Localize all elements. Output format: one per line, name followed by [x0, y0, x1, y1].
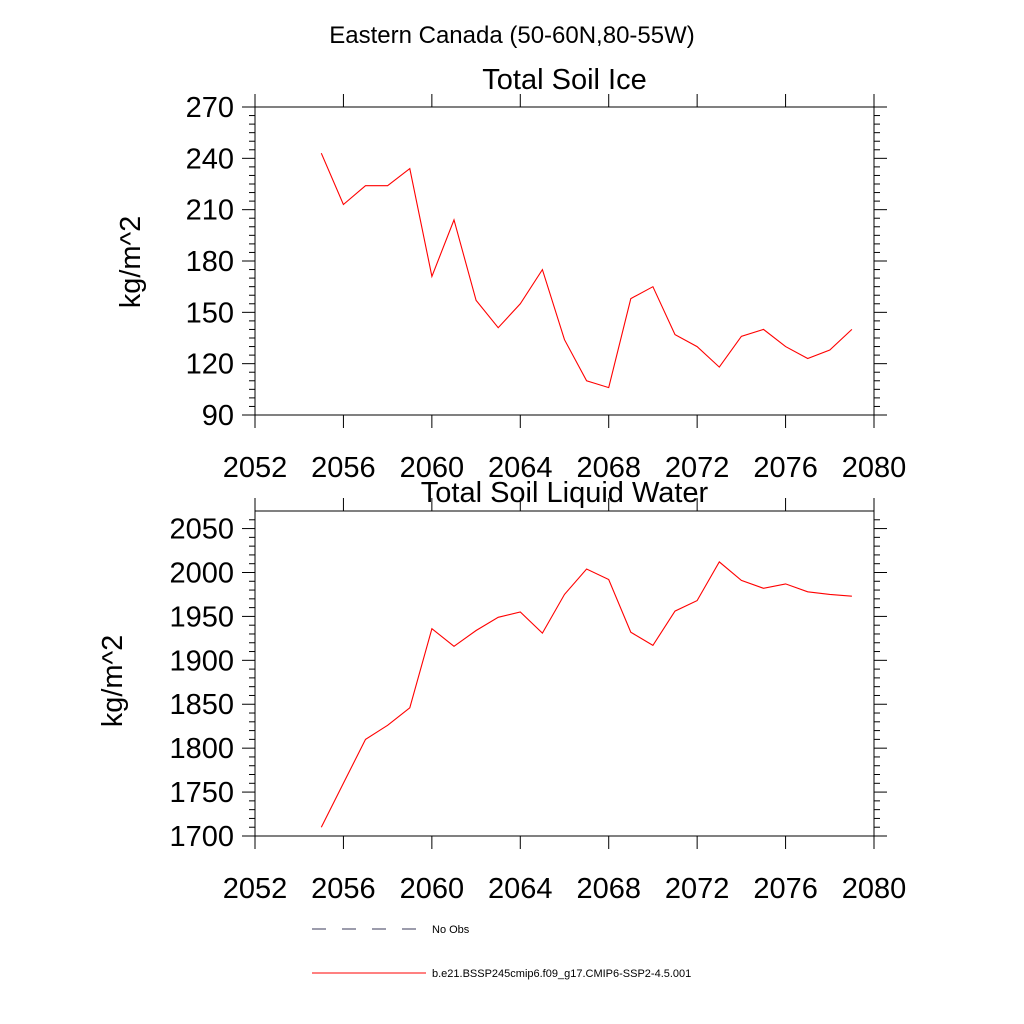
panel-title: Total Soil Liquid Water [421, 477, 709, 509]
x-tick-label: 2056 [311, 452, 376, 484]
legend: No Obs b.e21.BSSP245cmip6.f09_g17.CMIP6-… [312, 924, 691, 980]
y-tick-label: 1800 [169, 733, 234, 765]
y-tick-label: 2050 [169, 514, 234, 546]
y-tick-label: 1850 [169, 689, 234, 721]
y-tick-label: 2000 [169, 557, 234, 589]
x-tick-label: 2060 [400, 452, 465, 484]
x-tick-label: 2052 [223, 873, 288, 905]
legend-label-no-obs: No Obs [432, 924, 470, 936]
y-tick-label: 150 [186, 297, 234, 329]
y-tick-label: 180 [186, 246, 234, 278]
y-tick-label: 270 [186, 92, 234, 124]
figure-title: Eastern Canada (50-60N,80-55W) [329, 22, 695, 49]
series-line [320, 152, 853, 389]
plot-frame [254, 510, 875, 837]
x-tick-label: 2064 [488, 452, 553, 484]
y-tick-label: 1900 [169, 645, 234, 677]
x-tick-label: 2072 [665, 452, 730, 484]
x-tick-label: 2052 [223, 452, 288, 484]
panel-total-soil-ice: Total Soil Ice kg/m^2 2052 2056 2060 2064 2068… [115, 64, 906, 484]
x-tick-label: 2060 [400, 873, 465, 905]
y-tick-label: 90 [202, 400, 234, 432]
panel-total-soil-liquid-water: Total Soil Liquid Water kg/m^2 2052 2056 206… [97, 477, 906, 905]
x-tick-label: 2068 [576, 452, 641, 484]
y-tick-label: 240 [186, 143, 234, 175]
x-tick-label: 2080 [842, 452, 907, 484]
y-axis-label: kg/m^2 [97, 635, 129, 728]
y-tick-label: 1950 [169, 601, 234, 633]
x-tick-label: 2072 [665, 873, 730, 905]
panel-title: Total Soil Ice [482, 64, 646, 96]
legend-item-no-obs: No Obs [312, 924, 470, 936]
series-line [320, 561, 852, 828]
x-tick-label: 2064 [488, 873, 553, 905]
legend-item-model-run: b.e21.BSSP245cmip6.f09_g17.CMIP6-SSP2-4.… [312, 968, 691, 980]
y-tick-label: 1700 [169, 821, 234, 853]
x-tick-label: 2076 [753, 873, 818, 905]
y-tick-label: 120 [186, 349, 234, 381]
x-tick-label: 2068 [576, 873, 641, 905]
x-tick-label: 2080 [842, 873, 907, 905]
y-tick-label: 1750 [169, 777, 234, 809]
y-tick-label: 210 [186, 195, 234, 227]
y-axis-label: kg/m^2 [115, 216, 147, 309]
legend-label-model-run: b.e21.BSSP245cmip6.f09_g17.CMIP6-SSP2-4.… [432, 968, 691, 980]
x-tick-label: 2076 [753, 452, 818, 484]
plot-frame [254, 106, 875, 416]
x-tick-label: 2056 [311, 873, 376, 905]
